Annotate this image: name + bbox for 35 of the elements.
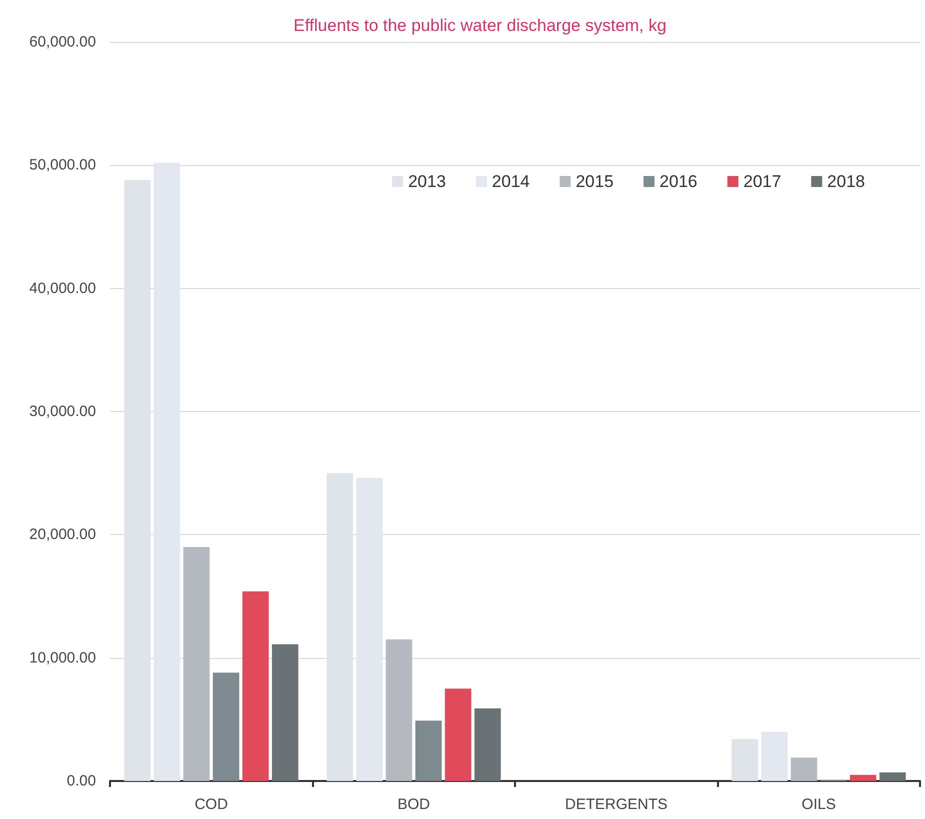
legend-label: 2018 [827,172,866,191]
legend-label: 2017 [743,172,782,191]
y-tick-label: 20,000.00 [29,526,96,544]
y-tick-label: 30,000.00 [29,403,96,420]
x-tick-label: OILS [802,796,836,813]
bar [272,644,298,781]
bar [242,591,269,781]
bar [183,546,210,781]
bar [850,774,876,781]
bar [732,739,758,781]
bar [879,772,906,781]
chart-title: Effluents to the public water discharge system, kg [294,16,666,35]
y-tick-label: 40,000.00 [29,280,96,297]
bar [474,708,501,781]
y-tick-label: 50,000.00 [29,156,96,174]
bar [386,639,412,781]
legend-label: 2016 [660,172,698,191]
bar [154,162,180,781]
y-tick-label: 60,000.00 [29,34,96,50]
bar [415,720,442,781]
legend-label: 2013 [408,172,446,191]
bar [761,732,788,781]
bar [356,478,383,781]
bar [444,688,472,781]
bar [212,672,240,781]
legend-label: 2015 [576,172,614,191]
x-tick-label: BOD [397,796,430,813]
y-tick-label: 10,000.00 [29,649,96,666]
bar [790,758,818,781]
legend-label: 2014 [492,172,530,191]
bar [326,473,354,781]
x-tick-label: COD [194,796,228,813]
bar [124,180,151,781]
y-tick-label: 0.00 [66,772,96,790]
x-tick-label: DETERGENTS [564,796,668,813]
